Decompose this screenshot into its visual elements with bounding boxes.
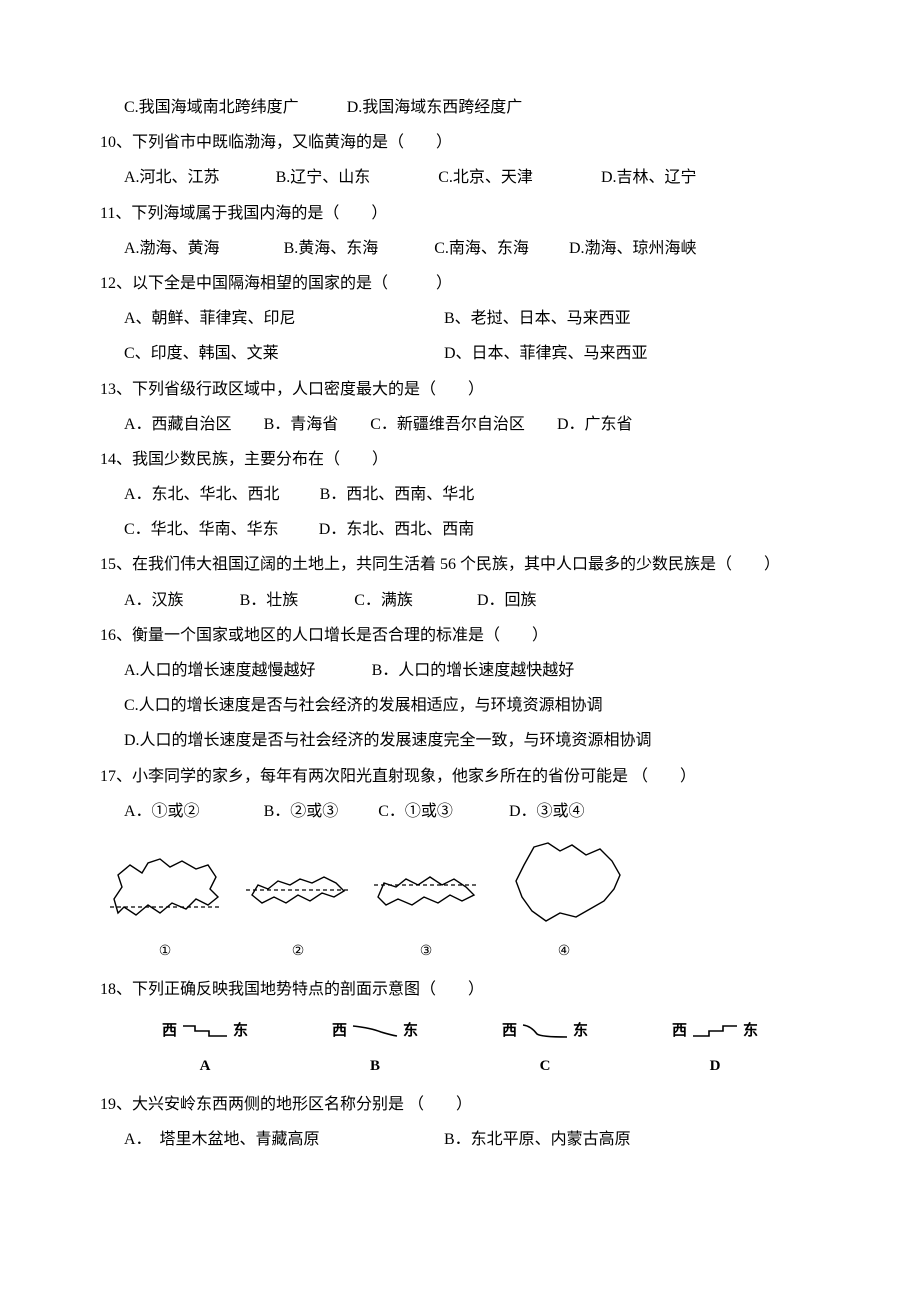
q10-options: A.河北、江苏 B.辽宁、山东 C.北京、天津 D.吉林、辽宁 xyxy=(100,160,820,195)
q15-opt-b: B．壮族 xyxy=(240,592,299,609)
q18-label-b: B xyxy=(370,1050,380,1083)
q18-b-west: 西 xyxy=(332,1015,347,1048)
q18-d-east: 东 xyxy=(743,1015,758,1048)
q16-opt-a: A.人口的增长速度越慢越好 xyxy=(124,662,316,679)
q15-opt-c: C．满族 xyxy=(354,592,413,609)
q17-stem: 17、小李同学的家乡，每年有两次阳光直射现象，他家乡所在的省份可能是 （ ） xyxy=(100,759,820,794)
q11-stem: 11、下列海域属于我国内海的是（ ） xyxy=(100,196,820,231)
q10-opt-a: A.河北、江苏 xyxy=(124,169,220,186)
q14-opt-b: B．西北、西南、华北 xyxy=(320,486,475,503)
q18-label-c: C xyxy=(540,1050,551,1083)
q15-opt-a: A．汉族 xyxy=(124,592,184,609)
q15-stem: 15、在我们伟大祖国辽阔的土地上，共同生活着 56 个民族，其中人口最多的少数民… xyxy=(100,547,820,582)
q17-opt-b: B．②或③ xyxy=(264,803,339,820)
q12-row2: C、印度、韩国、文莱 D、日本、菲律宾、马来西亚 xyxy=(100,336,820,371)
q12-stem: 12、以下全是中国隔海相望的国家的是（ ） xyxy=(100,266,820,301)
q18-diagram-d: 西 东 D xyxy=(635,1015,795,1083)
q16-opt-d: D.人口的增长速度是否与社会经济的发展速度完全一致，与环境资源相协调 xyxy=(100,723,820,758)
q14-row1: A．东北、华北、西北 B．西北、西南、华北 xyxy=(100,477,820,512)
q17-opt-a: A．①或② xyxy=(124,803,200,820)
q10-opt-b: B.辽宁、山东 xyxy=(276,169,371,186)
q18-diagram-a: 西 东 A xyxy=(125,1015,285,1083)
q16-stem: 16、衡量一个国家或地区的人口增长是否合理的标准是（ ） xyxy=(100,618,820,653)
q12-opt-a: A、朝鲜、菲律宾、印尼 xyxy=(124,301,444,336)
q18-c-east: 东 xyxy=(573,1015,588,1048)
q18-profile-diagrams: 西 东 A 西 东 B 西 东 C 西 xyxy=(100,1015,820,1083)
q18-d-west: 西 xyxy=(672,1015,687,1048)
q10-opt-c: C.北京、天津 xyxy=(438,169,533,186)
q15-opt-d: D．回族 xyxy=(477,592,537,609)
q13-opt-d: D．广东省 xyxy=(557,416,633,433)
q13-opt-c: C．新疆维吾尔自治区 xyxy=(370,416,525,433)
q11-opt-c: C.南海、东海 xyxy=(434,240,529,257)
q17-opt-c: C．①或③ xyxy=(378,803,453,820)
q19-row1: A． 塔里木盆地、青藏高原 B．东北平原、内蒙古高原 xyxy=(100,1122,820,1157)
q13-options: A．西藏自治区 B．青海省 C．新疆维吾尔自治区 D．广东省 xyxy=(100,407,820,442)
q18-stem: 18、下列正确反映我国地势特点的剖面示意图（ ） xyxy=(100,972,820,1007)
q9-opt-c: C.我国海域南北跨纬度广 xyxy=(124,99,299,116)
q14-opt-d: D．东北、西北、西南 xyxy=(319,521,475,538)
q13-opt-b: B．青海省 xyxy=(264,416,339,433)
q18-diagram-c: 西 东 C xyxy=(465,1015,625,1083)
q17-outline-4: ④ xyxy=(494,835,634,968)
q13-stem: 13、下列省级行政区域中，人口密度最大的是（ ） xyxy=(100,372,820,407)
q12-opt-c: C、印度、韩国、文莱 xyxy=(124,336,444,371)
q14-opt-a: A．东北、华北、西北 xyxy=(124,486,280,503)
q18-b-east: 东 xyxy=(403,1015,418,1048)
q16-opt-c: C.人口的增长速度是否与社会经济的发展相适应，与环境资源相协调 xyxy=(100,688,820,723)
q17-label-4: ④ xyxy=(558,937,571,968)
q17-options: A．①或② B．②或③ C．①或③ D．③或④ xyxy=(100,794,820,829)
q14-opt-c: C．华北、华南、华东 xyxy=(124,521,279,538)
q17-outline-1: ① xyxy=(100,845,230,968)
q12-opt-d: D、日本、菲律宾、马来西亚 xyxy=(444,336,648,371)
q10-opt-d: D.吉林、辽宁 xyxy=(601,169,697,186)
q11-opt-d: D.渤海、琼州海峡 xyxy=(569,240,697,257)
q13-opt-a: A．西藏自治区 xyxy=(124,416,232,433)
q9-opt-d: D.我国海域东西跨经度广 xyxy=(347,99,523,116)
q10-stem: 10、下列省市中既临渤海，又临黄海的是（ ） xyxy=(100,125,820,160)
q16-opt-b: B．人口的增长速度越快越好 xyxy=(372,662,575,679)
q9-options-cd: C.我国海域南北跨纬度广 D.我国海域东西跨经度广 xyxy=(100,90,820,125)
q19-opt-a: A． 塔里木盆地、青藏高原 xyxy=(124,1122,444,1157)
q19-stem: 19、大兴安岭东西两侧的地形区名称分别是 （ ） xyxy=(100,1087,820,1122)
q12-row1: A、朝鲜、菲律宾、印尼 B、老挝、日本、马来西亚 xyxy=(100,301,820,336)
q17-outline-3: ③ xyxy=(366,845,486,968)
q17-outline-2: ② xyxy=(238,845,358,968)
q11-options: A.渤海、黄海 B.黄海、东海 C.南海、东海 D.渤海、琼州海峡 xyxy=(100,231,820,266)
q17-province-outlines: ① ② ③ ④ xyxy=(100,835,820,968)
q17-opt-d: D．③或④ xyxy=(509,803,585,820)
q18-a-east: 东 xyxy=(233,1015,248,1048)
q18-a-west: 西 xyxy=(162,1015,177,1048)
q11-opt-b: B.黄海、东海 xyxy=(284,240,379,257)
q18-label-d: D xyxy=(710,1050,721,1083)
q18-label-a: A xyxy=(200,1050,211,1083)
q19-opt-b: B．东北平原、内蒙古高原 xyxy=(444,1122,631,1157)
q17-label-3: ③ xyxy=(420,937,433,968)
q18-c-west: 西 xyxy=(502,1015,517,1048)
q14-row2: C．华北、华南、华东 D．东北、西北、西南 xyxy=(100,512,820,547)
q12-opt-b: B、老挝、日本、马来西亚 xyxy=(444,301,631,336)
q16-row1: A.人口的增长速度越慢越好 B．人口的增长速度越快越好 xyxy=(100,653,820,688)
q18-diagram-b: 西 东 B xyxy=(295,1015,455,1083)
q15-options: A．汉族 B．壮族 C．满族 D．回族 xyxy=(100,583,820,618)
q17-label-1: ① xyxy=(159,937,172,968)
q14-stem: 14、我国少数民族，主要分布在（ ） xyxy=(100,442,820,477)
q11-opt-a: A.渤海、黄海 xyxy=(124,240,220,257)
q17-label-2: ② xyxy=(292,937,305,968)
